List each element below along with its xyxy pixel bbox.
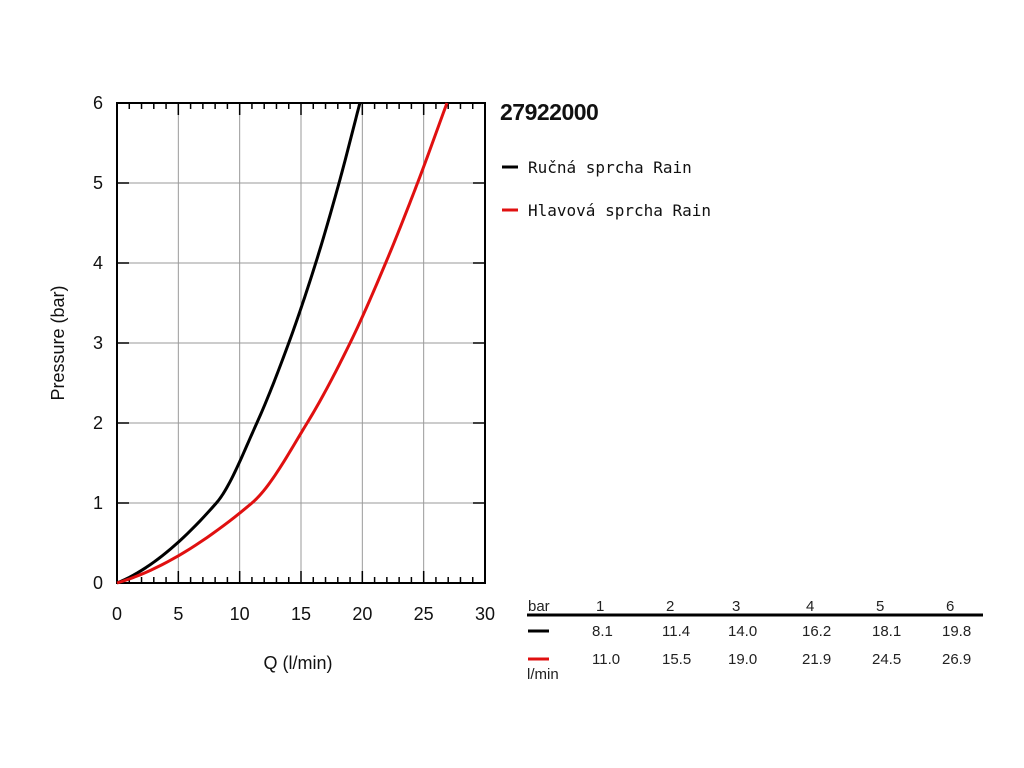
y-axis-title: Pressure (bar) [48, 285, 68, 400]
table-cell: 15.5 [662, 651, 691, 668]
x-tick-label: 15 [291, 604, 311, 624]
y-tick-label: 0 [93, 573, 103, 593]
y-tick-label: 3 [93, 333, 103, 353]
table-cell: 19.0 [728, 651, 757, 668]
x-tick-label: 25 [414, 604, 434, 624]
x-tick-label: 10 [230, 604, 250, 624]
table-pressure-6: 6 [946, 598, 954, 615]
table-pressure-5: 5 [876, 598, 884, 615]
y-tick-labels: 0 1 2 3 4 5 6 [93, 93, 103, 593]
y-tick-label: 6 [93, 93, 103, 113]
table-cell: 19.8 [942, 623, 971, 640]
table-cell: 24.5 [872, 651, 901, 668]
table-cell: 16.2 [802, 623, 831, 640]
table-cell: 14.0 [728, 623, 757, 640]
y-tick-label: 2 [93, 413, 103, 433]
grid-lines [117, 103, 485, 583]
x-tick-label: 20 [352, 604, 372, 624]
y-tick-label: 1 [93, 493, 103, 513]
series-lines [116, 102, 449, 585]
table-header-label: bar [528, 598, 550, 615]
x-tick-label: 0 [112, 604, 122, 624]
table-cell: 11.4 [662, 623, 690, 640]
table-pressure-4: 4 [806, 598, 814, 615]
y-tick-label: 4 [93, 253, 103, 273]
x-axis-title: Q (l/min) [264, 653, 333, 673]
legend-label-2: Hlavová sprcha Rain [528, 201, 711, 220]
legend: Ručná sprcha Rain Hlavová sprcha Rain [502, 158, 711, 220]
table-unit-label: l/min [527, 666, 559, 683]
y-tick-label: 5 [93, 173, 103, 193]
x-tick-label: 30 [475, 604, 495, 624]
table-pressure-2: 2 [666, 598, 674, 615]
table-cell: 26.9 [942, 651, 971, 668]
series-line-1 [116, 102, 362, 585]
table-cell: 18.1 [872, 623, 901, 640]
series-line-2 [116, 102, 449, 585]
table-cell: 11.0 [592, 651, 620, 668]
plot-frame [116, 102, 486, 584]
x-tick-label: 5 [173, 604, 183, 624]
table-pressure-1: 1 [596, 598, 604, 615]
chart-title: 27922000 [500, 99, 598, 125]
table-pressure-3: 3 [732, 598, 740, 615]
x-tick-labels: 0 5 10 15 20 25 30 [112, 604, 495, 624]
table-cell: 21.9 [802, 651, 831, 668]
flow-table: bar 1 2 3 4 5 6 8.1 11.4 14.0 16.2 18.1 19.8 11.0 15.5… [527, 598, 983, 683]
table-cell: 8.1 [592, 623, 613, 640]
legend-label-1: Ručná sprcha Rain [528, 158, 692, 177]
